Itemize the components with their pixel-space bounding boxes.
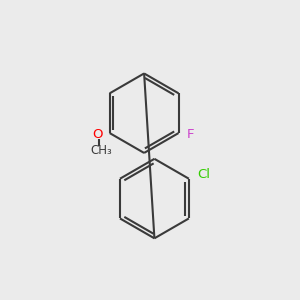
Text: Cl: Cl [198, 168, 211, 181]
Text: O: O [93, 128, 103, 141]
Text: F: F [187, 128, 194, 141]
Text: CH₃: CH₃ [90, 144, 112, 157]
